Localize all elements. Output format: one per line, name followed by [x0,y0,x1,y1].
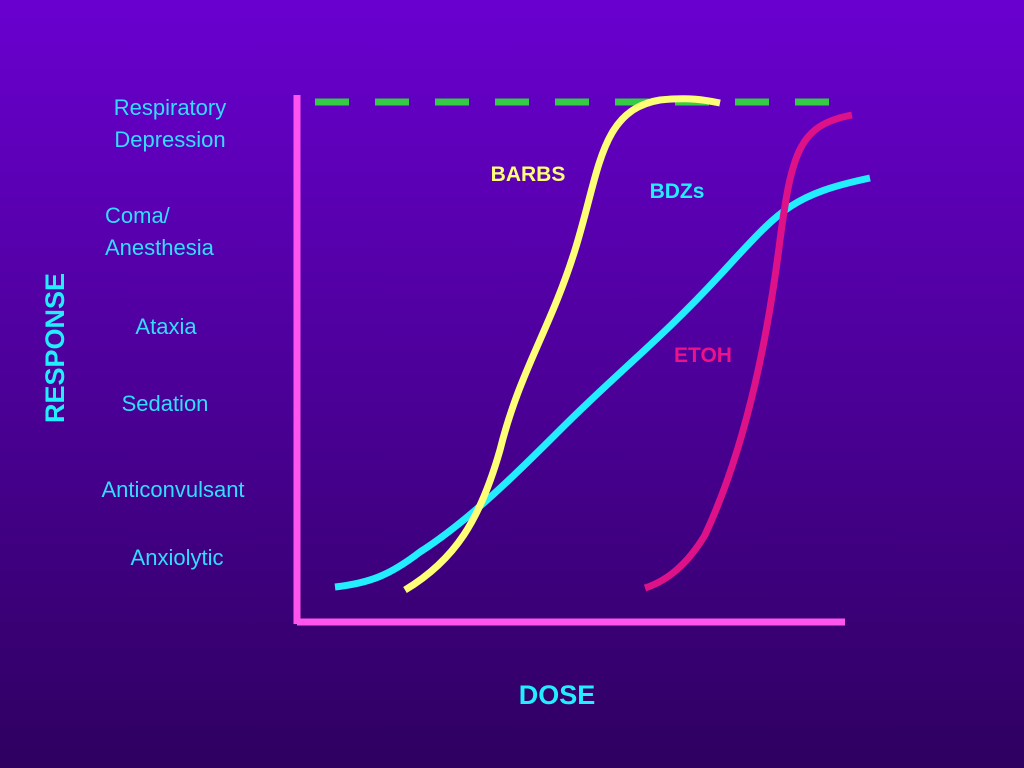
level-label: Anticonvulsant [101,477,244,502]
barb-curve [403,95,721,594]
etoh-curve [643,111,853,592]
curve-label: BARBS [491,163,566,186]
bdz-curve [334,174,871,591]
curve-label: BDZs [650,180,705,203]
curve-label: ETOH [674,344,732,367]
level-label: Respiratory [114,95,226,120]
y-axis-title: RESPONSE [40,273,70,423]
level-label: Anxiolytic [131,545,224,570]
level-label: Sedation [122,391,209,416]
level-label: Depression [114,127,225,152]
level-label: Coma/ [105,203,171,228]
level-label: Anesthesia [105,235,215,260]
x-axis-title: DOSE [519,680,596,710]
level-label: Ataxia [135,314,197,339]
